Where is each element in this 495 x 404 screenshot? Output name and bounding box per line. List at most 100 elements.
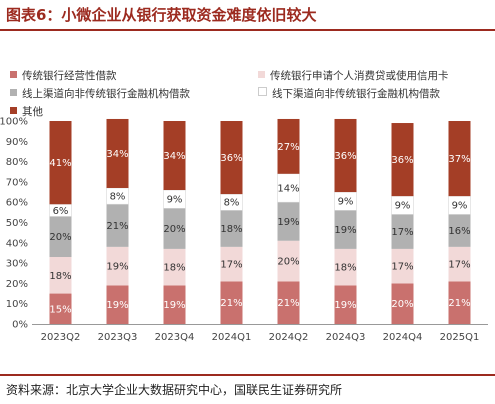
x-tick-label: 2023Q2 <box>41 332 81 343</box>
bar-segment <box>391 123 414 197</box>
bar-segment <box>448 246 471 282</box>
bar-segment <box>391 248 414 284</box>
bar-segment <box>334 118 357 193</box>
legend-label: 其他 <box>22 106 43 118</box>
legend-label: 线下渠道向非传统银行金融机构借款 <box>272 88 440 100</box>
title-rule <box>0 29 495 31</box>
bar-segment <box>334 210 357 249</box>
bar-segment <box>106 246 129 286</box>
x-tick-label: 2024Q3 <box>326 332 366 343</box>
data-label: 41% <box>49 158 71 169</box>
chart-legend: 传统银行经营性借款 传统银行申请个人消费贷或使用信用卡 线上渠道向非传统银行金融… <box>0 64 495 120</box>
data-label: 9% <box>395 201 411 212</box>
source-note: 资料来源：北京大学企业大数据研究中心，国联民生证券研究所 <box>6 383 343 397</box>
data-label: 34% <box>106 149 128 160</box>
bar-segment <box>49 121 72 205</box>
legend-item-offline-nonbank-loan: 线下渠道向非传统银行金融机构借款 <box>258 86 440 101</box>
bar-segment <box>220 281 243 324</box>
data-label: 36% <box>220 153 242 164</box>
legend-item-bank-operating-loan: 传统银行经营性借款 <box>10 68 117 83</box>
data-label: 20% <box>163 224 185 235</box>
chart-title: 图表6：小微企业从银行获取资金难度依旧较大 <box>6 6 317 24</box>
x-tick-label: 2023Q4 <box>155 332 195 343</box>
legend-item-consumer-loan-credit-card: 传统银行申请个人消费贷或使用信用卡 <box>258 68 449 83</box>
bar-segment <box>448 281 471 324</box>
data-label: 9% <box>452 201 468 212</box>
y-tick-label: 60% <box>6 198 28 209</box>
legend-label: 传统银行申请个人消费贷或使用信用卡 <box>270 70 449 82</box>
legend-swatch <box>10 89 17 96</box>
y-tick-label: 10% <box>6 299 28 310</box>
bar-segment <box>334 285 357 324</box>
x-tick-label: 2023Q3 <box>98 332 138 343</box>
bar-segment <box>163 208 186 249</box>
bar-segment <box>277 281 300 324</box>
data-label: 14% <box>277 183 299 194</box>
bar-segment <box>49 257 72 294</box>
data-label: 21% <box>448 298 470 309</box>
data-label: 9% <box>167 195 183 206</box>
bar-segment <box>277 240 300 282</box>
bar-segment <box>163 121 186 191</box>
bar-segment <box>334 248 357 286</box>
data-label: 19% <box>163 300 185 311</box>
legend-label: 线上渠道向非传统银行金融机构借款 <box>22 88 190 100</box>
bar-segment <box>163 285 186 324</box>
data-label: 6% <box>53 206 69 217</box>
legend-swatch <box>258 87 267 96</box>
legend-swatch <box>10 107 17 114</box>
x-tick-label: 2024Q2 <box>269 332 309 343</box>
data-label: 17% <box>448 260 470 271</box>
data-label: 36% <box>334 151 356 162</box>
bar-segment <box>220 210 243 247</box>
data-label: 18% <box>334 263 356 274</box>
bar-segment <box>49 293 72 324</box>
data-label: 20% <box>391 299 413 310</box>
legend-label: 传统银行经营性借款 <box>22 70 117 82</box>
bar-segment <box>277 202 300 241</box>
y-tick-label: 30% <box>6 259 28 270</box>
x-tick-label: 2024Q4 <box>383 332 423 343</box>
data-label: 15% <box>49 304 71 315</box>
y-tick-label: 70% <box>6 177 28 188</box>
data-label: 9% <box>338 197 354 208</box>
bar-segment <box>448 121 471 197</box>
source-rule <box>0 374 495 376</box>
bar-segment <box>277 118 300 174</box>
legend-item-other: 其他 <box>10 104 43 119</box>
y-tick-label: 80% <box>6 157 28 168</box>
data-label: 17% <box>391 262 413 273</box>
y-tick-label: 20% <box>6 279 28 290</box>
data-label: 18% <box>220 224 242 235</box>
data-label: 8% <box>224 198 240 209</box>
data-label: 17% <box>391 227 413 238</box>
data-label: 16% <box>448 226 470 237</box>
data-label: 27% <box>277 142 299 153</box>
data-label: 20% <box>49 232 71 243</box>
bar-segment <box>106 187 129 205</box>
x-tick-label: 2025Q1 <box>440 332 480 343</box>
bar-segment <box>49 216 72 258</box>
data-label: 17% <box>220 260 242 271</box>
data-label: 18% <box>163 263 185 274</box>
x-tick-label: 2024Q1 <box>212 332 252 343</box>
bar-segment <box>106 204 129 247</box>
y-tick-label: 0% <box>12 320 28 331</box>
data-label: 19% <box>334 225 356 236</box>
bar-segment <box>391 214 414 249</box>
y-tick-label: 100% <box>0 117 28 128</box>
data-label: 20% <box>277 257 299 268</box>
data-label: 18% <box>49 271 71 282</box>
data-label: 37% <box>448 154 470 165</box>
data-label: 19% <box>277 217 299 228</box>
bar-segment <box>220 121 243 195</box>
data-label: 8% <box>110 192 126 203</box>
bar-segment <box>163 248 186 286</box>
legend-swatch <box>10 71 17 78</box>
y-tick-label: 90% <box>6 137 28 148</box>
bar-segment <box>391 283 414 324</box>
y-tick-label: 50% <box>6 218 28 229</box>
bar-segment <box>220 246 243 282</box>
data-label: 21% <box>277 298 299 309</box>
